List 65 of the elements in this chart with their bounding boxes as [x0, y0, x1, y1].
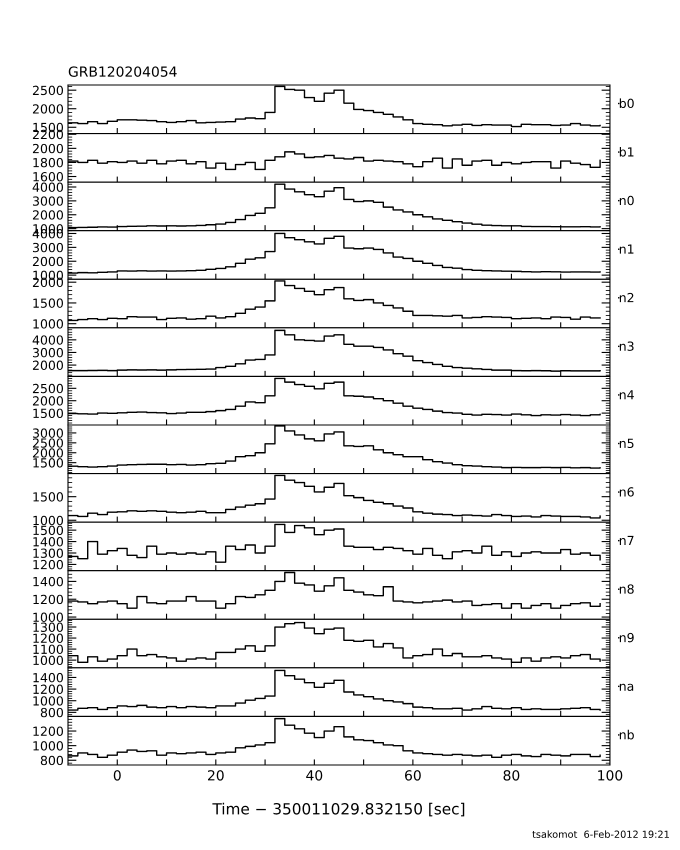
y-tick-label: 1500 — [33, 298, 64, 308]
x-tick-label: 100 — [598, 770, 622, 781]
legend-label: n2 — [620, 292, 634, 302]
y-tick-label: 4000 — [32, 335, 64, 345]
legend-label: n4 — [620, 390, 634, 400]
y-tick-label: 1200 — [33, 634, 64, 643]
legend-label: b1 — [620, 146, 634, 157]
y-tick-label: 2000 — [32, 448, 64, 458]
x-tick-label: 80 — [504, 770, 520, 781]
legend-label: n6 — [620, 487, 634, 497]
y-tick-label: 1100 — [33, 644, 64, 654]
y-tick-label: 2000 — [32, 104, 64, 114]
legend-label: n9 — [620, 632, 634, 642]
y-tick-label: 3000 — [32, 196, 64, 206]
legend-label: n1 — [620, 244, 634, 254]
y-tick-label: 2000 — [32, 360, 64, 370]
y-tick-label: 1200 — [33, 594, 64, 604]
y-tick-label: 1200 — [33, 684, 64, 694]
x-tick-label: 40 — [306, 770, 322, 781]
x-axis-title: Time − 350011029.832150 [sec] — [212, 802, 464, 816]
legend-label: na — [620, 684, 634, 691]
y-tick-label: 1000 — [33, 741, 64, 751]
legend-label: n3 — [620, 341, 634, 351]
y-tick-label: 2000 — [32, 144, 64, 154]
legend-label: b0 — [620, 98, 634, 108]
legend-label: n0 — [620, 196, 634, 206]
y-tick-label: 2500 — [32, 438, 64, 448]
y-tick-label: 800 — [40, 756, 64, 766]
x-tick-label: 60 — [405, 770, 421, 781]
y-tick-label: 4000 — [32, 182, 64, 192]
y-tick-label: 1500 — [33, 408, 64, 418]
x-tick-label: 0 — [114, 770, 121, 781]
y-tick-label: 1800 — [33, 158, 64, 168]
text: tsakomot 6-Feb-2012 19:21 — [532, 830, 669, 838]
y-tick-label: 1000 — [33, 656, 64, 666]
y-tick-label: 2500 — [32, 86, 64, 96]
y-tick-label: 1200 — [33, 560, 64, 570]
y-tick-label: 1500 — [33, 492, 64, 502]
y-tick-label: 2500 — [32, 384, 64, 394]
y-tick-label: 1200 — [33, 726, 64, 736]
y-tick-label: 1300 — [33, 548, 64, 558]
y-tick-label: 1500 — [33, 526, 64, 536]
y-tick-label: 3000 — [32, 428, 64, 438]
y-tick-label: 3000 — [32, 348, 64, 358]
y-tick-label: 2000 — [32, 396, 64, 406]
y-tick-label: 3000 — [32, 242, 64, 252]
y-tick-label: 1000 — [33, 696, 64, 706]
y-tick-label: 1500 — [33, 458, 64, 468]
y-tick-label: 1400 — [33, 576, 64, 586]
y-tick-label: 1600 — [33, 172, 64, 182]
y-tick-label: 800 — [40, 708, 64, 718]
legend-label: nb — [620, 730, 634, 740]
legend-label: n5 — [620, 438, 634, 448]
y-tick-label: 1300 — [33, 622, 64, 632]
y-tick-label: 1400 — [33, 672, 64, 682]
legend-label: n8 — [620, 584, 634, 594]
legend-label: n7 — [620, 536, 634, 546]
y-tick-label: 2000 — [32, 210, 64, 220]
y-tick-label: 2000 — [32, 256, 64, 266]
y-tick-label: 1000 — [33, 319, 64, 329]
y-tick-label: 1000 — [33, 516, 64, 526]
y-tick-label: 1400 — [33, 537, 64, 546]
x-tick-label: 20 — [208, 770, 224, 781]
chart-title: GRB120204054 — [68, 66, 177, 77]
y-tick-label: 1000 — [33, 612, 64, 622]
